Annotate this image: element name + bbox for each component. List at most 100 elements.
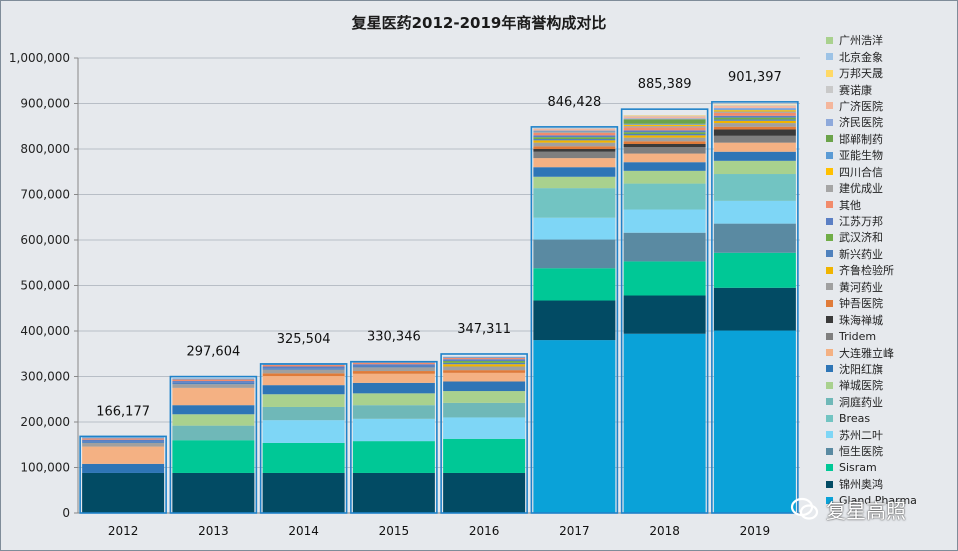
chart-title: 复星医药2012-2019年商誉构成对比 xyxy=(351,14,607,32)
bar-segment xyxy=(443,356,526,358)
bar-segment xyxy=(623,119,706,124)
bar-segment xyxy=(533,158,616,168)
bar-segment xyxy=(82,441,165,443)
bar-segment xyxy=(713,110,796,112)
bar-segment xyxy=(713,107,796,110)
bar-segment xyxy=(623,232,706,262)
bar-segment xyxy=(713,174,796,201)
legend-swatch xyxy=(826,398,833,406)
total-label: 325,504 xyxy=(277,332,331,347)
y-tick-label: 700,000 xyxy=(20,188,70,202)
bar-segment xyxy=(533,300,616,341)
legend-swatch xyxy=(826,184,833,192)
bar-segment xyxy=(352,393,435,406)
bar-segment xyxy=(713,160,796,175)
legend-swatch xyxy=(826,414,833,422)
legend-swatch xyxy=(826,233,833,241)
legend-item: 江苏万邦 xyxy=(826,213,956,229)
x-tick-label: 2012 xyxy=(108,524,139,538)
bar-segment xyxy=(443,370,526,373)
legend-item: 建优成业 xyxy=(826,180,956,196)
bar-segment xyxy=(352,405,435,419)
legend-swatch xyxy=(826,431,833,439)
bar-segment xyxy=(713,135,796,143)
bar-segment xyxy=(82,439,165,442)
bar-segment xyxy=(623,135,706,138)
bar-segment xyxy=(262,364,345,367)
legend-label: 恒生医院 xyxy=(839,445,883,459)
bar-segment xyxy=(713,105,796,107)
bar-segment xyxy=(713,252,796,288)
bar-segment xyxy=(713,287,796,331)
bar-segment xyxy=(352,366,435,368)
legend: 广州浩洋 北京金象 万邦天晟 赛诺康 广济医院 济民医院 邯郸制药 亚能生物 四川合信 建优成业其… xyxy=(826,32,956,509)
total-label: 885,389 xyxy=(638,77,692,92)
x-tick-label: 2014 xyxy=(288,524,319,538)
bar-segment xyxy=(623,130,706,133)
bar-segment xyxy=(533,131,616,133)
bar-segment xyxy=(623,124,706,127)
bar-segment xyxy=(533,142,616,147)
bar-segment xyxy=(443,391,526,403)
bar-segment xyxy=(533,140,616,143)
legend-label: 禅城医院 xyxy=(839,379,883,393)
bar-segment xyxy=(713,120,796,124)
legend-label: 亚能生物 xyxy=(839,149,883,163)
bar-segment xyxy=(172,384,255,388)
y-tick-label: 300,000 xyxy=(20,370,70,384)
bar-segment xyxy=(623,170,706,184)
legend-swatch xyxy=(826,201,833,209)
bar-segment xyxy=(623,162,706,171)
bar-segment xyxy=(713,109,796,111)
bar-segment xyxy=(443,472,526,513)
total-label: 347,311 xyxy=(457,322,511,337)
bar-outline xyxy=(530,126,619,514)
legend-swatch xyxy=(826,36,833,44)
bar-segment xyxy=(623,147,706,154)
bar-segment xyxy=(623,183,706,210)
bar-segment xyxy=(713,142,796,152)
bar-outline xyxy=(440,353,528,514)
legend-label: Gland Pharma xyxy=(839,493,917,507)
legend-label: 赛诺康 xyxy=(839,83,872,97)
legend-swatch xyxy=(826,250,833,258)
y-tick-label: 600,000 xyxy=(20,233,70,247)
bar-outline xyxy=(259,363,348,514)
bar-segment xyxy=(262,406,345,421)
y-tick-label: 200,000 xyxy=(20,415,70,429)
y-tick-label: 500,000 xyxy=(20,279,70,293)
bar-segment xyxy=(82,472,165,513)
bar-segment xyxy=(262,385,345,395)
legend-label: 四川合信 xyxy=(839,165,883,179)
bar-segment xyxy=(713,115,796,118)
legend-label: 珠海禅城 xyxy=(839,313,883,327)
legend-item: 恒生医院 xyxy=(826,443,956,459)
bar-segment xyxy=(443,417,526,439)
bar-segment xyxy=(623,137,706,142)
legend-label: 黄河药业 xyxy=(839,280,883,294)
x-tick-label: 2016 xyxy=(469,524,500,538)
bar-segment xyxy=(623,261,706,296)
legend-swatch xyxy=(826,299,833,307)
legend-swatch xyxy=(826,332,833,340)
bar-segment xyxy=(82,438,165,440)
bar-segment xyxy=(172,381,255,383)
bar-segment xyxy=(262,420,345,443)
legend-swatch xyxy=(826,365,833,373)
legend-item: Breas xyxy=(826,410,956,426)
legend-item: 钟吾医院 xyxy=(826,295,956,311)
legend-label: 其他 xyxy=(839,198,861,212)
legend-item: 广州浩洋 xyxy=(826,32,956,48)
legend-item: Sisram xyxy=(826,459,956,475)
bar-segment xyxy=(352,367,435,372)
legend-label: 济民医院 xyxy=(839,116,883,130)
bar-segment xyxy=(262,369,345,374)
bar-segment xyxy=(443,357,526,360)
legend-label: 邯郸制药 xyxy=(839,132,883,146)
bar-segment xyxy=(623,116,706,119)
bar-segment xyxy=(533,132,616,136)
legend-item: 济民医院 xyxy=(826,114,956,130)
bar-segment xyxy=(713,119,796,121)
y-tick-label: 900,000 xyxy=(20,97,70,111)
bar-segment xyxy=(172,387,255,406)
